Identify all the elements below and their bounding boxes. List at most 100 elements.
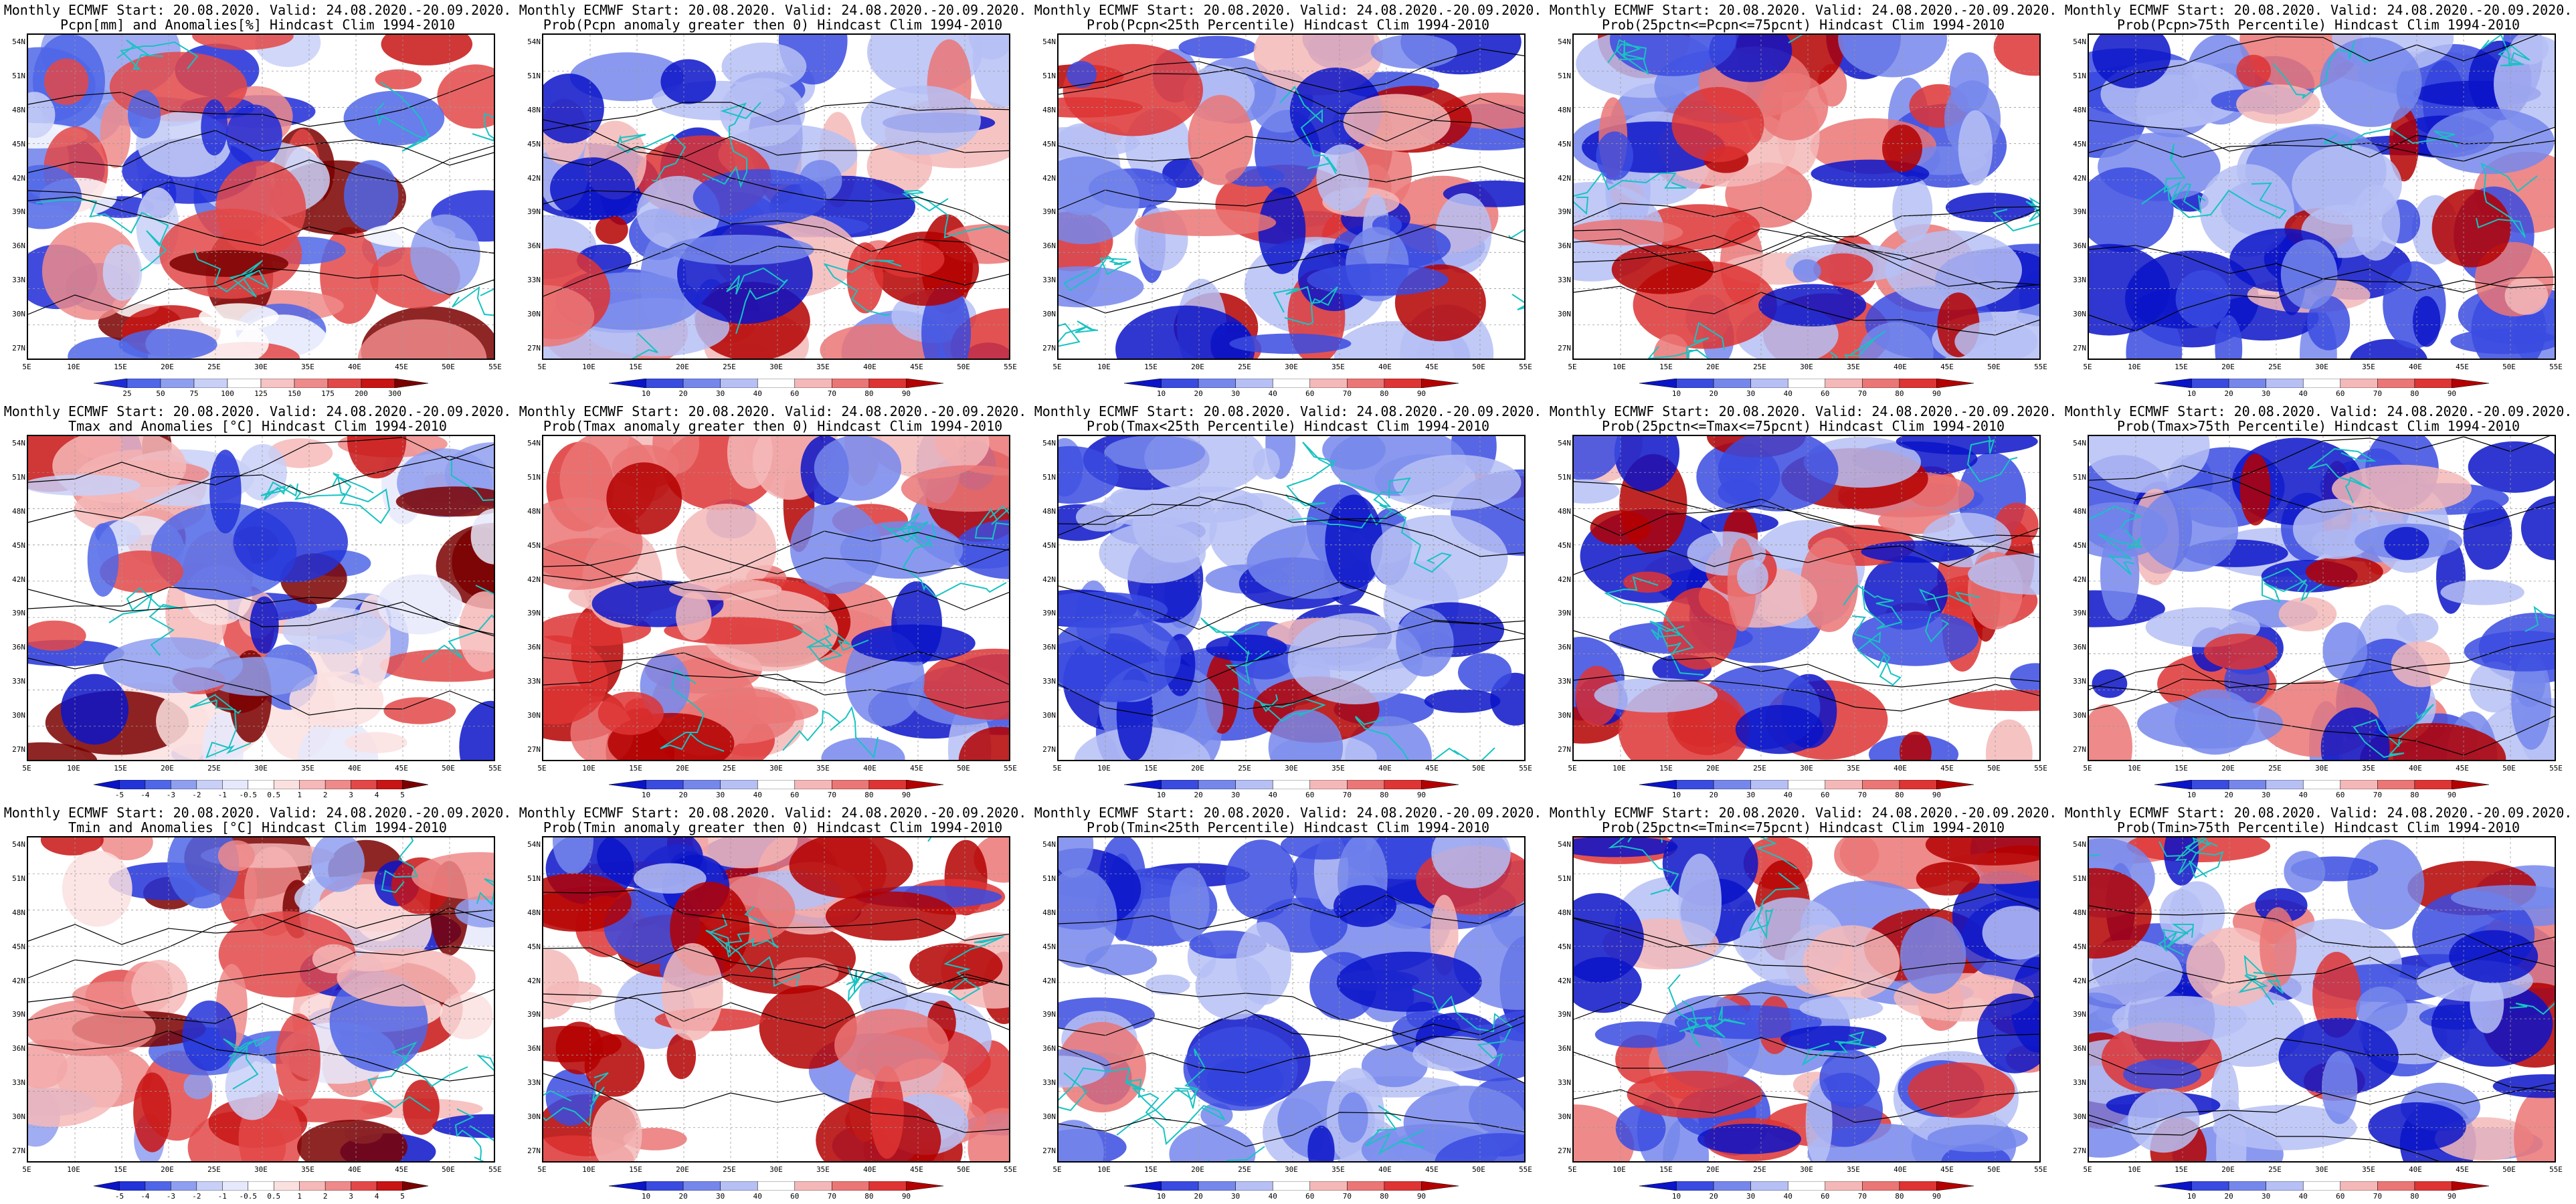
colorbar-swatch	[1347, 780, 1385, 789]
lat-tick-label: 51N	[1042, 472, 1056, 482]
coastline	[1661, 837, 1798, 870]
lon-tick-label: 15E	[1144, 363, 1158, 371]
colorbar-swatch	[682, 1181, 721, 1191]
lat-tick-label: 48N	[12, 506, 25, 516]
colorbar-label: 20	[678, 1192, 688, 1201]
lat-tick-label: 27N	[1558, 745, 1571, 754]
colorbar	[1639, 1181, 1974, 1191]
lat-tick-label: 30N	[1558, 711, 1571, 720]
colorbar-swatch	[119, 780, 146, 789]
colorbar-label: -4	[141, 1192, 150, 1201]
field-blob	[1225, 839, 1298, 920]
colorbar-swatch	[1421, 1181, 1459, 1191]
colorbar-label: 20	[1194, 791, 1203, 799]
coastline	[2509, 1002, 2555, 1015]
field-blob	[2396, 613, 2439, 643]
colorbar-label: 80	[2410, 1192, 2419, 1201]
field-blob	[821, 737, 905, 760]
lon-tick-label: 30E	[254, 1165, 268, 1174]
field-blob	[2492, 1074, 2555, 1098]
field-blob	[676, 504, 777, 594]
colorbar-swatch	[1235, 780, 1273, 789]
panel-title-line2: Prob(25pctn<=Pcpn<=75pcnt) Hindcast Clim…	[1601, 17, 2005, 33]
field-blob	[1627, 1070, 1763, 1118]
lon-tick-label: 10E	[582, 363, 595, 371]
colorbar-label: 90	[901, 389, 911, 398]
field-blob	[662, 943, 723, 1041]
coastline	[35, 199, 169, 272]
field-svg	[2089, 35, 2555, 359]
lat-tick-label: 33N	[1558, 677, 1571, 686]
lon-tick-label: 5E	[537, 764, 547, 773]
colorbar-swatch	[1161, 379, 1199, 388]
colorbar-swatch	[1309, 379, 1348, 388]
map-panel-r1c5: Monthly ECMWF Start: 20.08.2020. Valid: …	[2061, 0, 2576, 401]
lon-tick-label: 45E	[1425, 1165, 1439, 1174]
lat-tick-label: 33N	[1042, 276, 1056, 285]
lon-tick-label: 40E	[348, 363, 361, 371]
map-panel-r1c1: Monthly ECMWF Start: 20.08.2020. Valid: …	[0, 0, 515, 401]
coastline	[1365, 1105, 1425, 1155]
panel-title-line1: Monthly ECMWF Start: 20.08.2020. Valid: …	[1034, 403, 1542, 419]
colorbar-label: 25	[122, 389, 132, 398]
field-blob	[1927, 1124, 2028, 1152]
colorbar-label: 60	[1821, 791, 1830, 799]
lon-tick-label: 20E	[1706, 1165, 1720, 1174]
field-blob	[2137, 698, 2284, 749]
colorbar-label: 60	[1305, 1192, 1315, 1201]
lat-tick-label: 36N	[1558, 241, 1571, 251]
lon-tick-label: 5E	[22, 764, 31, 773]
lat-tick-label: 48N	[1558, 506, 1571, 516]
colorbar-label: -0.5	[239, 1192, 258, 1201]
colorbar-swatch	[1347, 379, 1385, 388]
lat-tick-label: 36N	[2073, 1044, 2086, 1054]
field-blob	[606, 462, 682, 535]
lat-tick-label: 54N	[2073, 37, 2086, 46]
colorbar-label: 10	[641, 1192, 651, 1201]
colorbar-swatch	[1787, 1181, 1826, 1191]
colorbar-swatch	[720, 379, 758, 388]
colorbar-swatch	[2452, 1181, 2489, 1191]
colorbar-swatch	[1384, 379, 1422, 388]
field-blob	[2284, 851, 2326, 893]
field-blob	[727, 436, 773, 489]
field-blob	[1370, 515, 1508, 601]
lon-tick-label: 15E	[1659, 1165, 1673, 1174]
coastline	[1412, 989, 1513, 1067]
lat-tick-label: 51N	[527, 472, 541, 482]
colorbar-label: 40	[753, 791, 762, 799]
field-blob	[1075, 502, 1127, 532]
lat-tick-label: 30N	[1558, 1112, 1571, 1122]
lon-tick-label: 30E	[1800, 764, 1813, 773]
lat-tick-label: 36N	[12, 1044, 25, 1054]
field-blob	[2203, 633, 2278, 670]
lon-tick-label: 55E	[1519, 363, 1532, 371]
colorbar-swatch	[1862, 1181, 1900, 1191]
contour-line	[1574, 674, 2039, 712]
field-blob	[1135, 209, 1277, 236]
lat-tick-label: 39N	[12, 207, 25, 217]
field-blob	[2389, 106, 2419, 182]
field-blob	[2368, 1102, 2466, 1151]
contour-line	[1574, 917, 2039, 1009]
coastline	[1340, 480, 1453, 573]
colorbar-label: 70	[1342, 791, 1352, 799]
panel-title-line2: Tmin and Anomalies [°C] Hindcast Clim 19…	[68, 819, 447, 835]
contour-line	[2089, 140, 2555, 162]
colorbar-label: 40	[1783, 1192, 1792, 1201]
lon-tick-label: 40E	[348, 1165, 361, 1174]
coastline	[1829, 330, 1886, 359]
field-blob	[87, 523, 119, 597]
map-panel-r2c3: Monthly ECMWF Start: 20.08.2020. Valid: …	[1030, 401, 1546, 803]
field-blob	[1615, 1105, 1666, 1152]
colorbar-swatch	[1825, 780, 1863, 789]
colorbar-label: 30	[1746, 1192, 1756, 1201]
field-blob	[1258, 187, 1306, 274]
lon-tick-label: 40E	[2409, 363, 2422, 371]
contour-line	[2089, 1114, 2440, 1161]
colorbar-swatch	[1384, 780, 1422, 789]
lat-tick-label: 42N	[527, 976, 541, 985]
lat-tick-label: 39N	[1558, 609, 1571, 618]
colorbar-label: 70	[2373, 791, 2382, 799]
colorbar-label: 80	[1380, 389, 1389, 398]
